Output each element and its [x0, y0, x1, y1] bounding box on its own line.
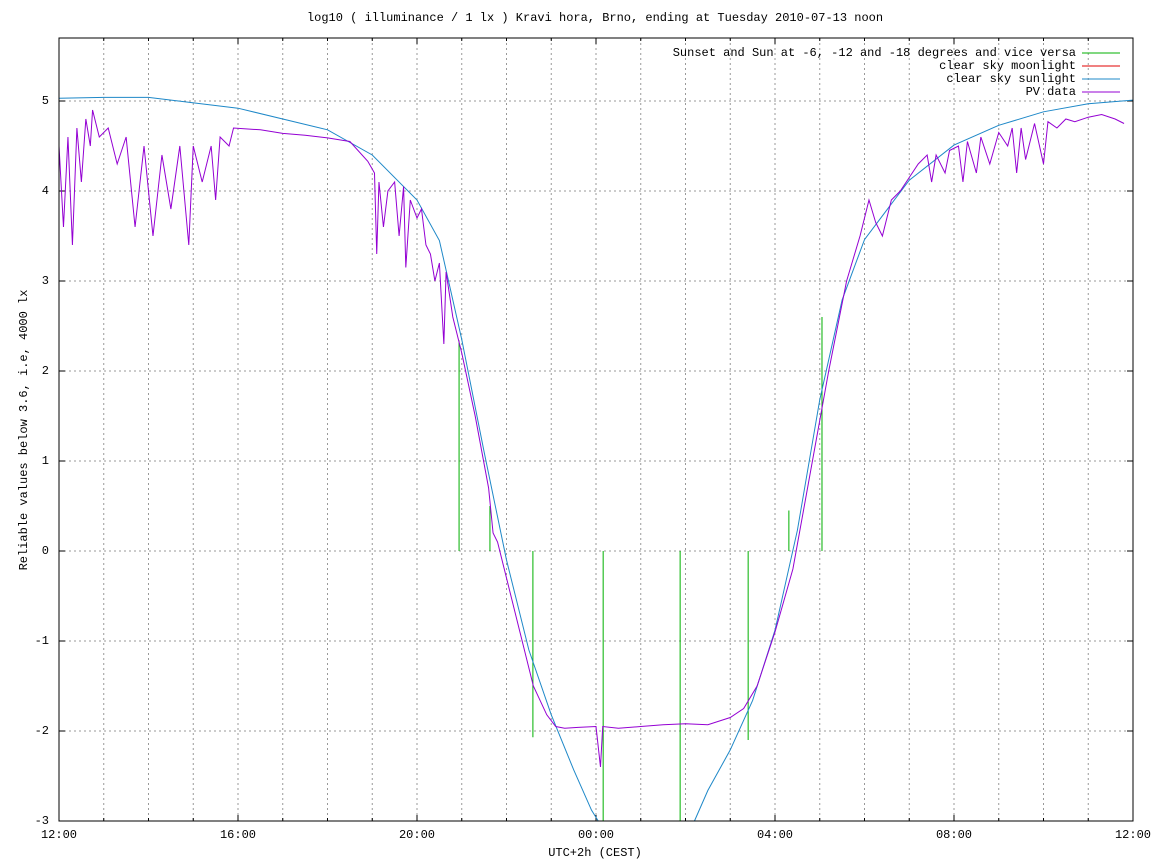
data-line [693, 99, 1134, 822]
x-tick-label: 12:00 [1115, 828, 1151, 842]
y-tick-label: 2 [42, 364, 49, 378]
x-tick-label: 08:00 [936, 828, 972, 842]
y-tick-label: 5 [42, 94, 49, 108]
x-tick-label: 12:00 [41, 828, 77, 842]
chart-title: log10 ( illuminance / 1 lx ) Kravi hora,… [307, 11, 883, 25]
y-tick-label: -3 [35, 814, 49, 828]
y-tick-label: 3 [42, 274, 49, 288]
x-tick-label: 00:00 [578, 828, 614, 842]
legend-label: clear sky sunlight [946, 72, 1076, 86]
legend-label: Sunset and Sun at -6, -12 and -18 degree… [673, 46, 1076, 60]
y-tick-label: -2 [35, 724, 49, 738]
x-tick-label: 04:00 [757, 828, 793, 842]
y-axis-label: Reliable values below 3.6, i.e, 4000 lx [17, 290, 31, 571]
x-axis-label: UTC+2h (CEST) [548, 846, 642, 860]
x-tick-label: 20:00 [399, 828, 435, 842]
y-tick-label: 1 [42, 454, 49, 468]
y-tick-label: -1 [35, 634, 49, 648]
legend-label: clear sky moonlight [939, 59, 1076, 73]
y-tick-label: 0 [42, 544, 49, 558]
data-line [58, 96, 599, 822]
x-tick-label: 16:00 [220, 828, 256, 842]
data-line [58, 109, 1125, 768]
legend-label: PV data [1026, 85, 1076, 99]
plot-frame [58, 37, 1134, 822]
y-tick-label: 4 [42, 184, 49, 198]
